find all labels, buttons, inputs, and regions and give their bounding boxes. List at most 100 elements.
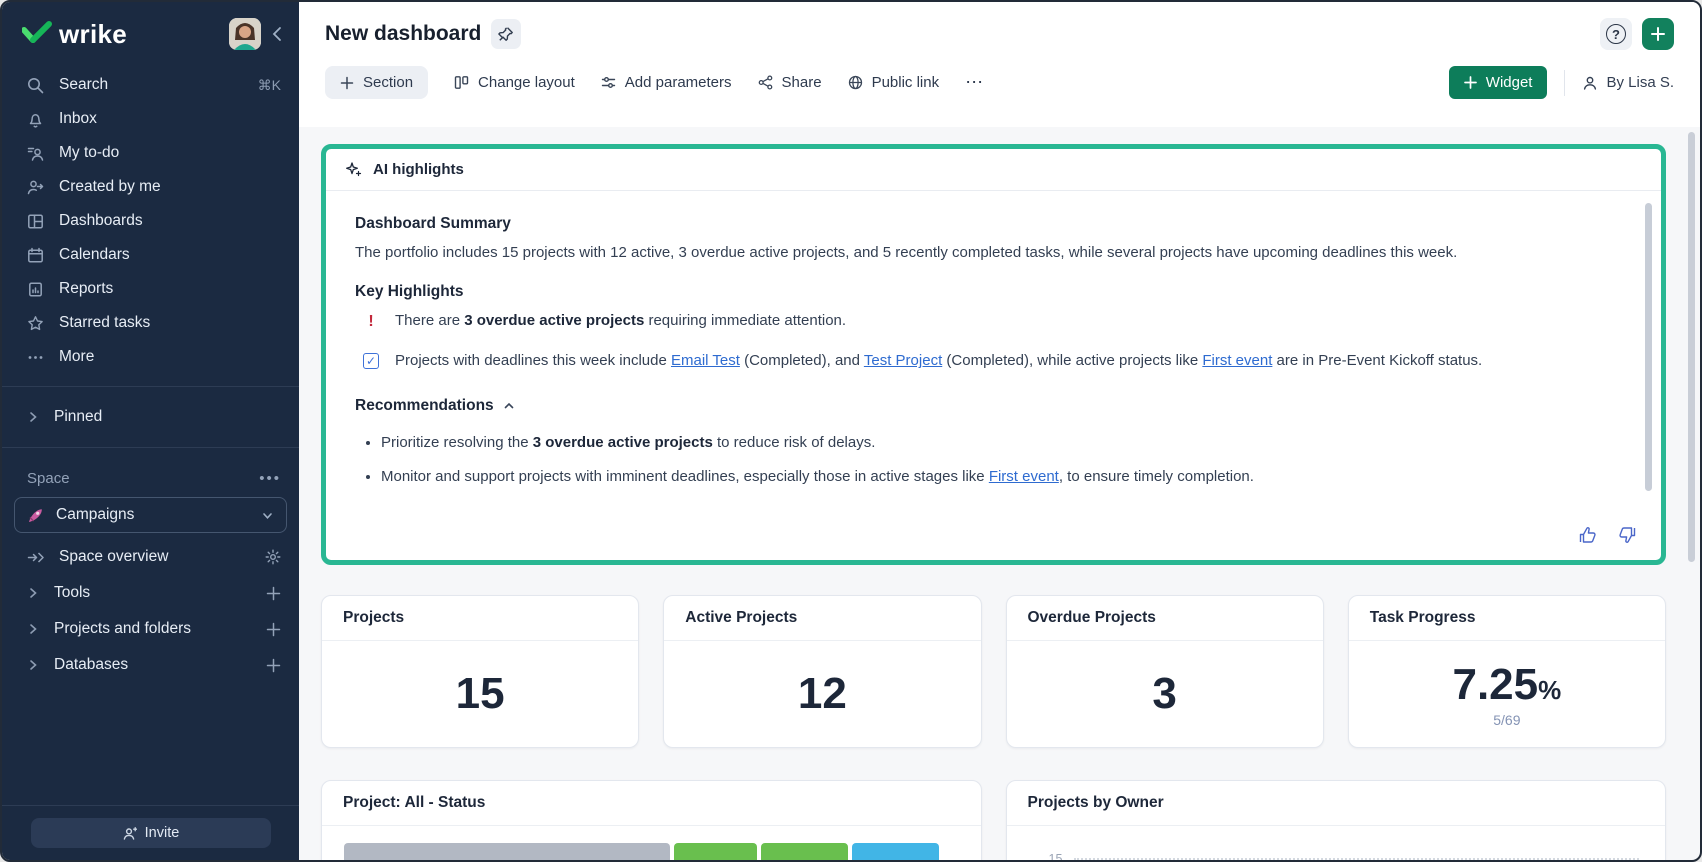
sidebar-item-databases[interactable]: Databases: [2, 647, 299, 683]
ellipsis-icon: [27, 349, 44, 366]
chevron-right-icon: [27, 587, 39, 599]
share-label: Share: [781, 74, 822, 91]
sidebar-item-space-overview[interactable]: Space overview: [2, 539, 299, 575]
search-shortcut: ⌘K: [257, 76, 281, 93]
share-button[interactable]: Share: [758, 74, 822, 91]
highlight-alert-text: There are 3 overdue active projects requ…: [395, 311, 847, 329]
add-database-icon[interactable]: [266, 658, 281, 673]
widget-value: 12: [797, 669, 847, 718]
ai-panel-scrollbar[interactable]: [1645, 203, 1652, 491]
ai-sparkle-icon: [345, 161, 362, 178]
plus-icon: [340, 76, 354, 90]
sidebar-item-calendars[interactable]: Calendars: [2, 238, 299, 272]
sidebar-item-label: Dashboards: [59, 212, 143, 229]
widget-title: Overdue Projects: [1006, 596, 1323, 641]
sliders-icon: [601, 75, 616, 90]
collapse-sidebar-icon[interactable]: [271, 26, 283, 42]
add-parameters-label: Add parameters: [624, 74, 732, 91]
chevron-right-icon: [27, 411, 39, 423]
sidebar-item-label: Projects and folders: [54, 620, 191, 637]
space-overview-icon: [27, 549, 44, 566]
avatar[interactable]: [229, 18, 261, 50]
sidebar-item-dashboards[interactable]: Dashboards: [2, 204, 299, 238]
bar-segment[interactable]: [761, 843, 848, 860]
bar-segment[interactable]: [344, 843, 670, 860]
status-stacked-bar: [322, 826, 981, 860]
rocket-icon: [27, 507, 44, 524]
layout-icon: [454, 75, 469, 90]
sidebar-item-search[interactable]: Search ⌘K: [2, 68, 299, 102]
sidebar-item-more[interactable]: More: [2, 340, 299, 374]
sidebar-item-label: More: [59, 348, 95, 365]
byline-label: By Lisa S.: [1606, 74, 1674, 91]
sidebar-item-tools[interactable]: Tools: [2, 575, 299, 611]
person-plus-icon: [122, 826, 137, 841]
add-new-icon[interactable]: [1642, 18, 1674, 50]
alert-exclamation-icon: !: [368, 312, 374, 330]
share-icon: [758, 75, 773, 90]
main-area: New dashboard ? Section: [299, 2, 1700, 860]
sidebar-item-label: Inbox: [59, 110, 97, 127]
widget-title: Projects: [322, 596, 639, 641]
public-link-label: Public link: [871, 74, 940, 91]
sidebar-item-label: Search: [59, 76, 109, 93]
sidebar-item-starred-tasks[interactable]: Starred tasks: [2, 306, 299, 340]
pinned-label: Pinned: [54, 408, 103, 425]
sidebar-item-label: My to-do: [59, 144, 120, 161]
invite-label: Invite: [144, 825, 180, 841]
chevron-up-icon[interactable]: [503, 400, 515, 412]
todo-person-icon: [27, 145, 44, 162]
widget-task-progress: Task Progress 7.25 % 5/69: [1347, 595, 1666, 748]
toolbar-more-icon[interactable]: ⋯: [965, 72, 986, 92]
add-tools-icon[interactable]: [266, 586, 281, 601]
pin-icon[interactable]: [491, 19, 522, 49]
space-section-title: Space: [27, 470, 70, 487]
recommendations-heading: Recommendations: [355, 397, 494, 415]
sidebar-nav: Search ⌘K Inbox My to-do Created by me: [2, 68, 299, 374]
thumbs-down-icon[interactable]: [1617, 525, 1637, 545]
space-selector-campaigns[interactable]: Campaigns: [14, 497, 287, 533]
help-icon[interactable]: ?: [1600, 18, 1632, 50]
space-settings-gear-icon[interactable]: [265, 549, 281, 565]
space-section-header: Space •••: [2, 464, 299, 495]
bar-segment[interactable]: [673, 843, 758, 860]
toolbar-right: Widget By Lisa S.: [1448, 66, 1674, 99]
sidebar-item-label: Databases: [54, 656, 129, 673]
user-icon: [1582, 75, 1598, 91]
thumbs-up-icon[interactable]: [1578, 525, 1598, 545]
sidebar-item-label: Created by me: [59, 178, 161, 195]
header-right: ?: [1600, 18, 1674, 50]
sidebar-item-projects-and-folders[interactable]: Projects and folders: [2, 611, 299, 647]
widget-project-status: Project: All - Status: [321, 780, 982, 860]
space-menu-icon[interactable]: •••: [259, 470, 281, 487]
page-scrollbar[interactable]: [1688, 132, 1695, 562]
sidebar-item-label: Space overview: [59, 548, 169, 565]
dashboard-content: AI highlights Dashboard Summary The port…: [299, 127, 1700, 860]
public-link-button[interactable]: Public link: [848, 74, 940, 91]
invite-button[interactable]: Invite: [30, 818, 271, 848]
change-layout-button[interactable]: Change layout: [454, 74, 575, 91]
gridline: [1074, 858, 1639, 860]
highlight-deadline-text: Projects with deadlines this week includ…: [395, 352, 1483, 370]
add-widget-button[interactable]: Widget: [1448, 66, 1548, 99]
sidebar-item-my-todo[interactable]: My to-do: [2, 136, 299, 170]
logo-text: wrike: [59, 18, 127, 49]
sidebar-item-created-by-me[interactable]: Created by me: [2, 170, 299, 204]
byline-button[interactable]: By Lisa S.: [1582, 74, 1674, 91]
add-section-button[interactable]: Section: [325, 66, 429, 99]
section-label: Section: [363, 74, 414, 91]
page-title: New dashboard: [325, 22, 482, 45]
person-arrow-icon: [27, 179, 44, 196]
sidebar-item-reports[interactable]: Reports: [2, 272, 299, 306]
bar-segment[interactable]: [851, 843, 939, 860]
add-parameters-button[interactable]: Add parameters: [601, 74, 732, 91]
recommendations-header: Recommendations: [355, 397, 1591, 415]
sidebar-item-inbox[interactable]: Inbox: [2, 102, 299, 136]
sidebar-item-label: Starred tasks: [59, 314, 151, 331]
dashboards-icon: [27, 213, 44, 230]
plus-icon: [1463, 76, 1477, 89]
add-project-icon[interactable]: [266, 622, 281, 637]
sidebar-item-pinned[interactable]: Pinned: [2, 399, 299, 435]
chevron-down-icon: [261, 509, 274, 522]
